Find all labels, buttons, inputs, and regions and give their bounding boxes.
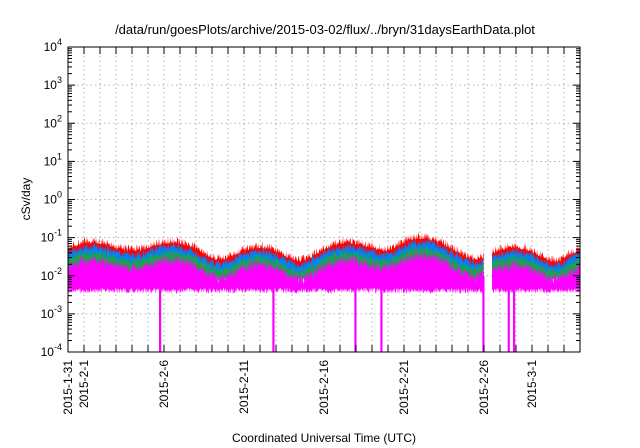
dropout-spike (482, 275, 485, 352)
dropout-spike (354, 275, 357, 352)
y-tick-label: 102 (44, 113, 62, 130)
y-tick-label: 104 (44, 37, 62, 54)
x-axis-ticks: 2015-1-31 2015-2-1 2015-2-6 2015-2-11 2015-2… (61, 47, 581, 415)
y-tick-label: 10-2 (41, 266, 62, 283)
dropout-spike (272, 275, 275, 352)
y-axis-label: cSv/day (19, 178, 33, 221)
chart-title: /data/run/goesPlots/archive/2015-03-02/f… (115, 22, 535, 37)
dropout-spike (507, 275, 510, 352)
x-tick-label: 2015-2-6 (157, 360, 171, 408)
y-tick-label: 103 (44, 75, 62, 92)
data-series (68, 232, 580, 352)
series-magenta-area (68, 250, 580, 294)
x-axis-label: Coordinated Universal Time (UTC) (232, 431, 416, 445)
x-tick-label: 2015-2-11 (237, 360, 251, 414)
plot-frame (67, 46, 581, 353)
grid (67, 47, 581, 352)
x-tick-label: 2015-3-1 (525, 360, 539, 408)
dropout-spike (159, 275, 162, 352)
dropout-spike (380, 275, 383, 352)
x-tick-label: 2015-1-31 (61, 360, 75, 415)
x-tick-label: 2015-2-21 (397, 360, 411, 415)
y-tick-label: 10-4 (41, 342, 62, 359)
y-tick-label: 10-1 (41, 228, 62, 245)
y-tick-label: 101 (44, 151, 62, 168)
y-axis-ticks: 10-4 10-3 10-2 10-1 100 101 102 103 104 (41, 37, 580, 359)
x-tick-label: 2015-2-1 (77, 360, 91, 408)
y-tick-label: 10-3 (41, 304, 62, 321)
dropout-spike (513, 275, 516, 352)
x-tick-label: 2015-2-26 (477, 360, 491, 415)
x-tick-label: 2015-2-16 (317, 360, 331, 415)
y-tick-label: 100 (44, 190, 62, 207)
